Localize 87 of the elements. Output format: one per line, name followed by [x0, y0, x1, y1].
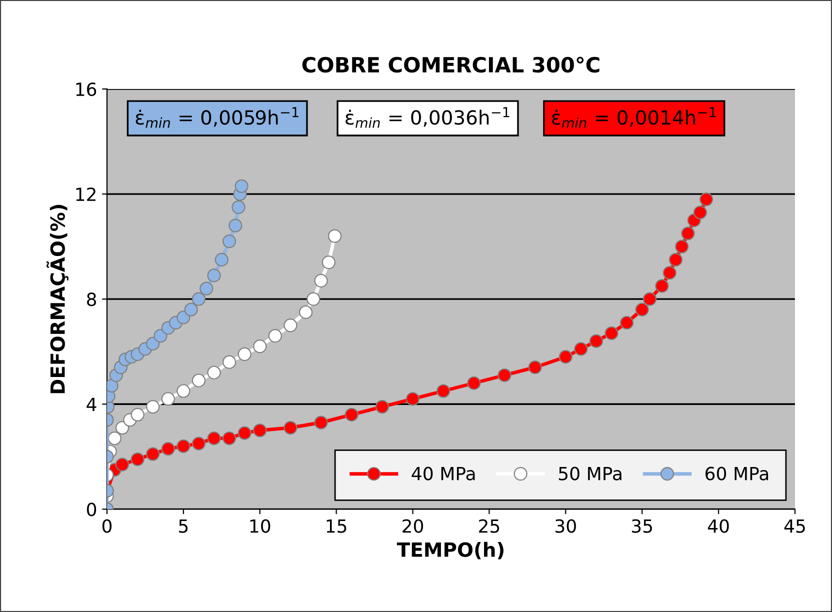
- point: [328, 229, 342, 243]
- y-axis-title: DEFORMAÇÃO(%): [46, 204, 69, 394]
- point: [238, 426, 252, 440]
- point: [108, 431, 122, 446]
- point: [192, 292, 206, 306]
- point: [620, 316, 634, 330]
- point: [344, 408, 358, 422]
- point: [253, 340, 267, 354]
- point: [436, 384, 450, 398]
- point: [375, 400, 389, 414]
- point: [222, 355, 236, 369]
- x-tick-label: 5: [179, 519, 188, 533]
- point: [228, 218, 242, 232]
- point: [207, 366, 221, 380]
- x-tick-label: 25: [479, 519, 500, 533]
- chart-title: COBRE COMERCIAL 300°C: [302, 56, 600, 73]
- point: [115, 458, 130, 472]
- point: [589, 334, 604, 348]
- point: [642, 292, 657, 306]
- legend-label: 50 MPa: [558, 466, 622, 480]
- point: [192, 374, 206, 388]
- y-tick-label: 4: [86, 398, 96, 411]
- point: [284, 420, 298, 435]
- point: [214, 252, 228, 266]
- point: [314, 416, 328, 430]
- legend-label: 40 MPa: [412, 466, 475, 480]
- point: [298, 305, 313, 320]
- point: [192, 436, 206, 450]
- point: [662, 266, 676, 280]
- point: [207, 431, 221, 446]
- point: [222, 431, 236, 446]
- point: [146, 336, 160, 351]
- point: [161, 392, 175, 406]
- point: [700, 192, 714, 206]
- point: [184, 302, 198, 316]
- point: [604, 326, 618, 340]
- legend-label: 60 MPa: [706, 466, 768, 480]
- point: [268, 329, 282, 343]
- point: [222, 234, 236, 248]
- point: [207, 268, 221, 282]
- x-tick-label: 45: [784, 519, 805, 533]
- y-tick-label: 16: [76, 82, 96, 96]
- x-tick-label: 30: [556, 519, 576, 533]
- point: [668, 252, 683, 266]
- point: [130, 408, 144, 422]
- x-axis-title: TEMPO(h): [396, 542, 504, 560]
- point: [406, 392, 420, 406]
- point: [655, 279, 669, 293]
- point: [146, 400, 160, 414]
- point: [234, 179, 248, 193]
- point: [498, 368, 512, 382]
- point: [558, 350, 572, 364]
- y-tick-label: 12: [76, 187, 96, 201]
- x-tick-label: 10: [250, 519, 270, 533]
- point: [176, 384, 190, 398]
- point: [115, 420, 130, 435]
- point: [146, 447, 160, 461]
- y-tick-label: 0: [86, 502, 96, 516]
- point: [130, 452, 144, 466]
- point: [635, 302, 649, 316]
- point: [176, 439, 190, 453]
- point: [176, 310, 190, 324]
- y-tick-label: 8: [87, 292, 96, 306]
- point: [161, 442, 175, 456]
- annotation: ε̇$_{min}$ = 0,0036h$^{−1}$: [346, 107, 510, 128]
- x-tick-label: 40: [708, 519, 729, 533]
- point: [253, 424, 267, 438]
- point: [322, 256, 336, 270]
- point: [200, 282, 214, 296]
- point: [284, 318, 298, 332]
- point: [232, 200, 246, 214]
- x-tick-label: 35: [632, 519, 652, 533]
- point: [681, 226, 695, 240]
- point: [154, 329, 168, 343]
- point: [238, 347, 252, 362]
- point: [574, 342, 588, 356]
- point: [467, 376, 481, 390]
- x-tick-label: 0: [102, 519, 112, 533]
- point: [528, 360, 542, 374]
- point: [306, 292, 320, 306]
- x-tick-label: 20: [402, 519, 424, 533]
- x-tick-label: 15: [326, 519, 346, 533]
- point: [693, 206, 707, 220]
- annotation: ε̇$_{min}$ = 0,0059h$^{−1}$: [136, 107, 298, 128]
- point: [675, 240, 689, 254]
- point: [314, 274, 328, 288]
- annotation: ε̇$_{min}$ = 0,0014h$^{−1}$: [552, 107, 716, 128]
